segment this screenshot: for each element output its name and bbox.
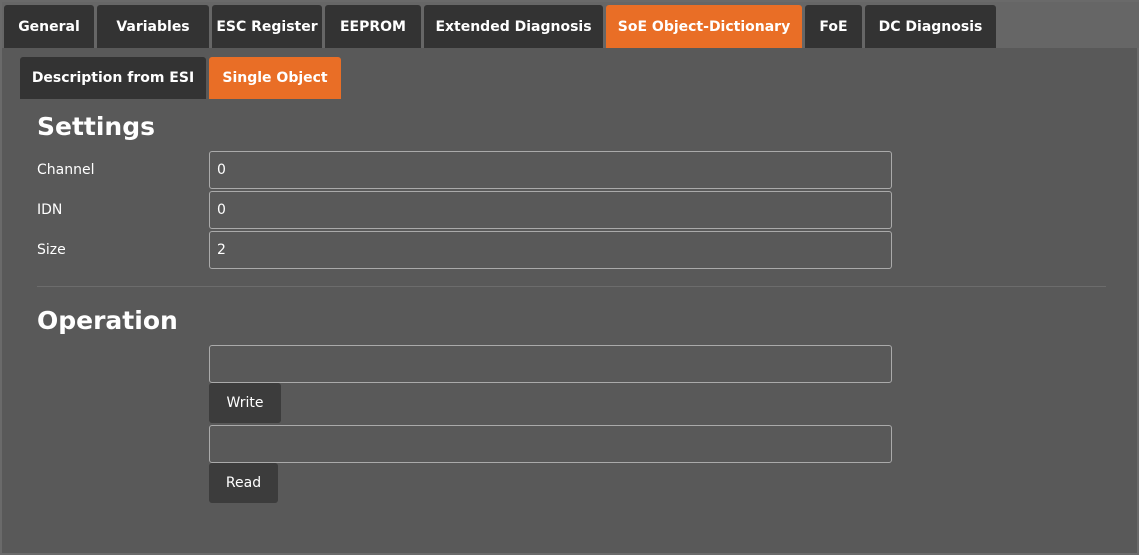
tab-general[interactable]: General bbox=[4, 5, 94, 48]
idn-input[interactable] bbox=[209, 191, 892, 229]
tab-variables[interactable]: Variables bbox=[97, 5, 209, 48]
divider bbox=[37, 286, 1106, 287]
channel-label: Channel bbox=[37, 162, 95, 178]
size-input[interactable] bbox=[209, 231, 892, 269]
operation-heading: Operation bbox=[37, 306, 178, 335]
channel-input[interactable] bbox=[209, 151, 892, 189]
tab-extended-diagnosis[interactable]: Extended Diagnosis bbox=[424, 5, 603, 48]
tab-foe[interactable]: FoE bbox=[805, 5, 862, 48]
write-button[interactable]: Write bbox=[209, 383, 281, 423]
subtab-single-object[interactable]: Single Object bbox=[209, 57, 341, 99]
idn-label: IDN bbox=[37, 202, 63, 218]
read-button[interactable]: Read bbox=[209, 463, 278, 503]
subtab-description-from-esi[interactable]: Description from ESI bbox=[20, 57, 206, 99]
tab-soe-object-dictionary[interactable]: SoE Object-Dictionary bbox=[606, 5, 802, 48]
tab-eeprom[interactable]: EEPROM bbox=[325, 5, 421, 48]
tab-dc-diagnosis[interactable]: DC Diagnosis bbox=[865, 5, 996, 48]
tab-esc-register[interactable]: ESC Register bbox=[212, 5, 322, 48]
write-value-input[interactable] bbox=[209, 345, 892, 383]
settings-heading: Settings bbox=[37, 112, 156, 141]
size-label: Size bbox=[37, 242, 66, 258]
read-value-input[interactable] bbox=[209, 425, 892, 463]
